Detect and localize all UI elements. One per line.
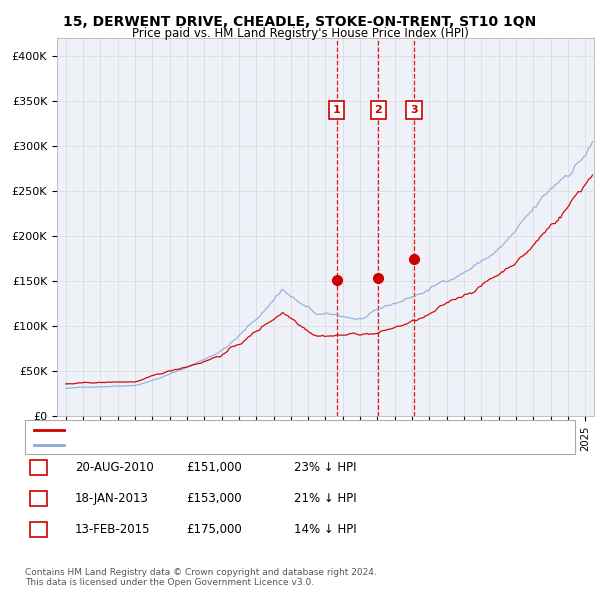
Text: £175,000: £175,000 <box>186 523 242 536</box>
Text: £153,000: £153,000 <box>186 492 242 505</box>
Text: 14% ↓ HPI: 14% ↓ HPI <box>294 523 356 536</box>
Text: 2: 2 <box>374 105 382 115</box>
Text: £151,000: £151,000 <box>186 461 242 474</box>
Text: 1: 1 <box>333 105 340 115</box>
Text: 2: 2 <box>35 492 43 505</box>
Text: HPI: Average price, detached house, Staffordshire Moorlands: HPI: Average price, detached house, Staf… <box>70 440 388 450</box>
Text: 15, DERWENT DRIVE, CHEADLE, STOKE-ON-TRENT, ST10 1QN: 15, DERWENT DRIVE, CHEADLE, STOKE-ON-TRE… <box>64 15 536 29</box>
Text: 20-AUG-2010: 20-AUG-2010 <box>75 461 154 474</box>
Text: 3: 3 <box>35 523 42 536</box>
Text: 18-JAN-2013: 18-JAN-2013 <box>75 492 149 505</box>
Text: Contains HM Land Registry data © Crown copyright and database right 2024.
This d: Contains HM Land Registry data © Crown c… <box>25 568 377 587</box>
Text: 15, DERWENT DRIVE, CHEADLE, STOKE-ON-TRENT, ST10 1QN (detached house): 15, DERWENT DRIVE, CHEADLE, STOKE-ON-TRE… <box>70 425 484 435</box>
Text: 23% ↓ HPI: 23% ↓ HPI <box>294 461 356 474</box>
Text: 13-FEB-2015: 13-FEB-2015 <box>75 523 151 536</box>
Text: 3: 3 <box>410 105 418 115</box>
Text: Price paid vs. HM Land Registry's House Price Index (HPI): Price paid vs. HM Land Registry's House … <box>131 27 469 40</box>
Text: 21% ↓ HPI: 21% ↓ HPI <box>294 492 356 505</box>
Text: 1: 1 <box>35 461 43 474</box>
